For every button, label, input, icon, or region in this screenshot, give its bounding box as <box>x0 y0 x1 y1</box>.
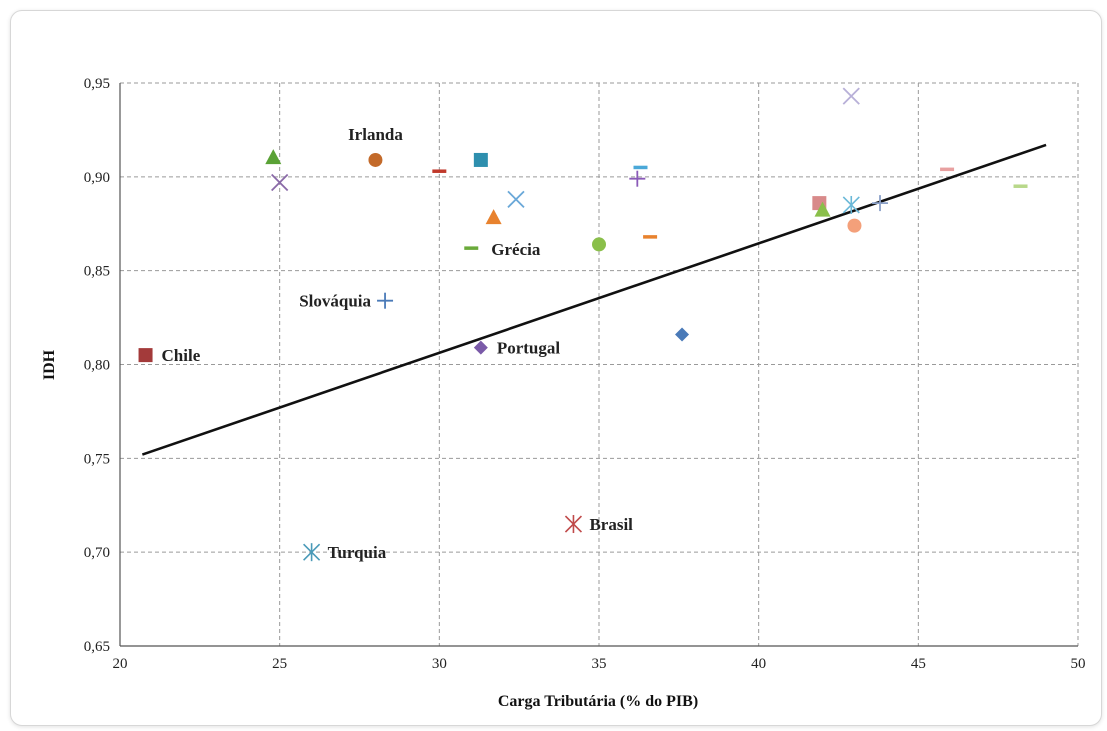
x-tick-label: 50 <box>1071 656 1086 672</box>
tick-labels: 20 25 30 35 40 45 50 0,65 0,70 0,75 0,80 0,85 0,90 0,… <box>84 76 1086 672</box>
point-label: Portugal <box>497 339 561 358</box>
data-point <box>138 348 153 363</box>
data-point <box>814 201 831 217</box>
y-tick-label: 0,90 <box>84 170 110 186</box>
data-point <box>265 149 282 165</box>
grid <box>120 82 1079 646</box>
x-tick-label: 30 <box>432 656 447 672</box>
data-point <box>485 209 502 225</box>
data-point <box>507 190 525 208</box>
x-tick-label: 20 <box>113 656 128 672</box>
data-point <box>592 237 606 252</box>
data-point <box>368 152 383 167</box>
x-tick-label: 40 <box>751 656 766 672</box>
y-axis-label: IDH <box>41 349 58 380</box>
point-labels: Irlanda Grécia Slováquia Chile Portugal Brasi… <box>162 125 634 562</box>
point-label: Irlanda <box>348 125 403 144</box>
x-tick-label: 45 <box>911 656 926 672</box>
x-tick-label: 35 <box>592 656 607 672</box>
data-point <box>473 152 488 167</box>
axes <box>119 83 1078 647</box>
data-point <box>303 543 321 562</box>
data-point <box>564 515 583 534</box>
trendline <box>141 143 1047 456</box>
data-point <box>675 327 690 342</box>
point-label: Turquia <box>328 543 387 562</box>
data-point <box>473 340 488 355</box>
point-label: Chile <box>162 346 201 365</box>
data-point <box>842 87 860 105</box>
y-tick-label: 0,95 <box>84 76 110 92</box>
data-point <box>377 292 394 309</box>
y-tick-label: 0,65 <box>84 639 110 655</box>
data-point <box>872 195 889 212</box>
data-point <box>271 173 289 192</box>
point-label: Brasil <box>589 515 633 534</box>
y-tick-label: 0,85 <box>84 264 110 280</box>
data-point <box>847 218 862 233</box>
x-tick-label: 25 <box>272 656 287 672</box>
y-tick-label: 0,75 <box>84 451 110 467</box>
point-label: Slováquia <box>299 292 371 311</box>
y-tick-label: 0,70 <box>84 545 110 561</box>
data-point <box>842 195 860 214</box>
y-tick-label: 0,80 <box>84 358 110 374</box>
data-point <box>629 170 646 187</box>
x-axis-label: Carga Tributária (% do PIB) <box>498 693 698 710</box>
chart-frame <box>10 10 1102 726</box>
point-label: Grécia <box>491 240 541 259</box>
data-points <box>138 87 1028 562</box>
